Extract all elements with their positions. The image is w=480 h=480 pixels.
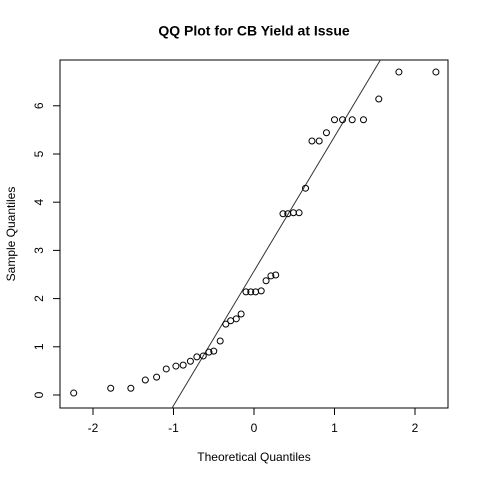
data-point [210, 347, 218, 355]
data-point [432, 68, 440, 76]
data-point [302, 184, 310, 192]
data-point [162, 365, 170, 373]
y-tick-label: 2 [32, 295, 46, 302]
data-point [216, 337, 224, 345]
data-point [247, 288, 255, 296]
data-point [348, 116, 356, 124]
data-point [199, 352, 207, 360]
x-tick-label: 0 [251, 421, 258, 435]
y-tick-label: 4 [32, 199, 46, 206]
data-point [70, 389, 78, 397]
x-tick-label: 1 [331, 421, 338, 435]
data-point [295, 209, 303, 217]
data-point [279, 210, 287, 218]
data-point [186, 357, 194, 365]
data-point [153, 373, 161, 381]
data-point [232, 315, 240, 323]
data-point [127, 384, 135, 392]
data-point [267, 272, 275, 280]
qq-reference-line [171, 60, 381, 408]
data-point [172, 362, 180, 370]
data-point [107, 384, 115, 392]
data-point [242, 288, 250, 296]
data-point [272, 271, 280, 279]
data-point [193, 353, 201, 361]
data-point [375, 95, 383, 103]
y-tick-label: 0 [32, 391, 46, 398]
data-point [205, 348, 213, 356]
data-point [237, 310, 245, 318]
y-axis-label: Sample Quantiles [4, 187, 18, 282]
data-point [395, 68, 403, 76]
x-tick-label: -2 [88, 421, 99, 435]
data-point [315, 137, 323, 145]
data-point [359, 116, 367, 124]
y-tick-label: 3 [32, 247, 46, 254]
data-point [330, 116, 338, 124]
y-tick-label: 5 [32, 150, 46, 157]
data-point [339, 116, 347, 124]
data-point [257, 287, 265, 295]
x-tick-label: -1 [168, 421, 179, 435]
data-point [262, 277, 270, 285]
y-tick-label: 1 [32, 343, 46, 350]
data-point [227, 317, 235, 325]
data-point [322, 129, 330, 137]
x-tick-label: 2 [412, 421, 419, 435]
y-tick-label: 6 [32, 102, 46, 109]
chart-title: QQ Plot for CB Yield at Issue [158, 23, 350, 39]
data-point [179, 361, 187, 369]
data-point [308, 137, 316, 145]
data-point [289, 209, 297, 217]
data-point [141, 376, 149, 384]
data-point [222, 320, 230, 328]
x-axis-label: Theoretical Quantiles [197, 450, 310, 464]
plot-frame [59, 59, 449, 409]
